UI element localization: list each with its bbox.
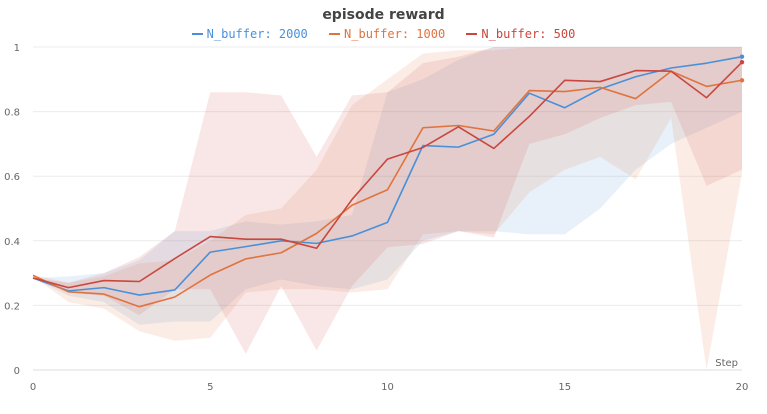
legend-swatch-1000: [329, 32, 341, 35]
legend-label-1000: N_buffer: 1000: [344, 27, 446, 41]
x-axis-label: Step: [715, 358, 738, 369]
series-band-2: [33, 47, 742, 354]
series-line-2: [32, 61, 743, 289]
chart-title: episode reward: [322, 7, 445, 23]
legend-item-500[interactable]: N_buffer: 500: [466, 27, 575, 41]
x-tick-label: 5: [207, 382, 213, 393]
chart-legend: N_buffer: 2000 N_buffer: 1000 N_buffer: …: [0, 27, 767, 41]
legend-swatch-2000: [191, 32, 203, 35]
x-tick-label: 0: [30, 382, 36, 393]
series-line-0: [32, 55, 743, 296]
y-tick-label: 0.6: [4, 172, 20, 183]
legend-swatch-500: [466, 32, 478, 35]
x-tick-label: 10: [381, 382, 394, 393]
y-tick-label: 0.4: [4, 237, 20, 248]
legend-item-2000[interactable]: N_buffer: 2000: [191, 27, 308, 41]
series-band-0: [33, 47, 742, 325]
legend-label-2000: N_buffer: 2000: [206, 27, 308, 41]
series-endpoint-1: [739, 78, 745, 83]
series-band-1: [33, 47, 742, 370]
y-tick-label: 0: [14, 366, 20, 377]
legend-item-1000[interactable]: N_buffer: 1000: [329, 27, 445, 41]
series-endpoint-2: [739, 59, 745, 65]
y-tick-label: 1: [14, 43, 20, 54]
legend-label-500: N_buffer: 500: [481, 27, 576, 41]
series-endpoint-0: [739, 54, 745, 59]
y-tick-label: 0.2: [4, 301, 20, 312]
x-tick-label: 15: [558, 382, 571, 393]
x-tick-label: 20: [736, 382, 749, 393]
series-line-1: [32, 70, 743, 308]
y-tick-label: 0.8: [4, 108, 20, 119]
